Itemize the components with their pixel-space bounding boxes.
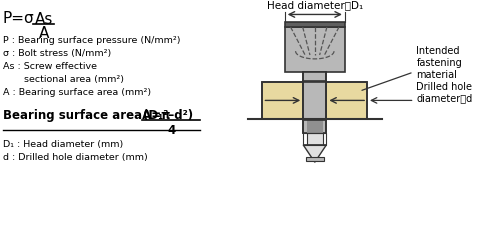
Text: 4: 4 [167, 124, 175, 137]
Bar [262, 82, 367, 119]
Bar [303, 81, 327, 120]
Text: Bearing surface areaA=π: Bearing surface areaA=π [3, 109, 170, 122]
Bar [306, 158, 324, 161]
Bar [262, 82, 367, 119]
Text: (D₁²–d²): (D₁²–d²) [143, 109, 194, 122]
Text: Head diameter：D₁: Head diameter：D₁ [267, 1, 363, 11]
Text: A : Bearing surface area (mm²): A : Bearing surface area (mm²) [3, 88, 151, 97]
Bar [307, 92, 323, 133]
Text: P : Bearing surface pressure (N/mm²): P : Bearing surface pressure (N/mm²) [3, 36, 181, 45]
Text: Drilled hole
diameter：d: Drilled hole diameter：d [416, 82, 473, 104]
Bar [285, 27, 345, 72]
Text: Intended
fastening
material: Intended fastening material [362, 46, 462, 90]
Text: d : Drilled hole diameter (mm): d : Drilled hole diameter (mm) [3, 153, 148, 162]
Bar [303, 82, 327, 119]
Text: D₁ : Head diameter (mm): D₁ : Head diameter (mm) [3, 140, 123, 149]
Polygon shape [303, 145, 327, 162]
Text: As: As [34, 11, 53, 27]
Text: As : Screw effective: As : Screw effective [3, 62, 97, 71]
Bar [285, 22, 345, 27]
Bar [303, 133, 327, 145]
Bar [303, 72, 327, 133]
Text: sectional area (mm²): sectional area (mm²) [3, 75, 124, 84]
Text: A: A [39, 26, 49, 41]
Text: P=σ: P=σ [3, 11, 35, 26]
Bar [307, 133, 323, 145]
Text: σ : Bolt stress (N/mm²): σ : Bolt stress (N/mm²) [3, 49, 111, 58]
